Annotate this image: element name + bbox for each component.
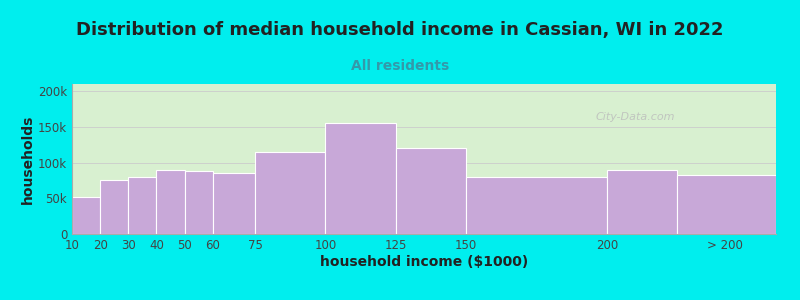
Bar xyxy=(607,170,678,234)
Y-axis label: households: households xyxy=(22,114,35,204)
Bar xyxy=(326,123,396,234)
Text: Distribution of median household income in Cassian, WI in 2022: Distribution of median household income … xyxy=(76,21,724,39)
Bar xyxy=(396,148,466,234)
Bar xyxy=(128,177,157,234)
Bar xyxy=(185,171,213,234)
Text: City-Data.com: City-Data.com xyxy=(595,112,675,122)
Bar xyxy=(72,197,100,234)
Bar xyxy=(100,180,128,234)
Bar xyxy=(466,177,607,234)
X-axis label: household income ($1000): household income ($1000) xyxy=(320,255,528,268)
Bar xyxy=(157,170,185,234)
Bar xyxy=(213,173,255,234)
Bar xyxy=(678,175,776,234)
Bar xyxy=(255,152,326,234)
Text: All residents: All residents xyxy=(351,59,449,73)
